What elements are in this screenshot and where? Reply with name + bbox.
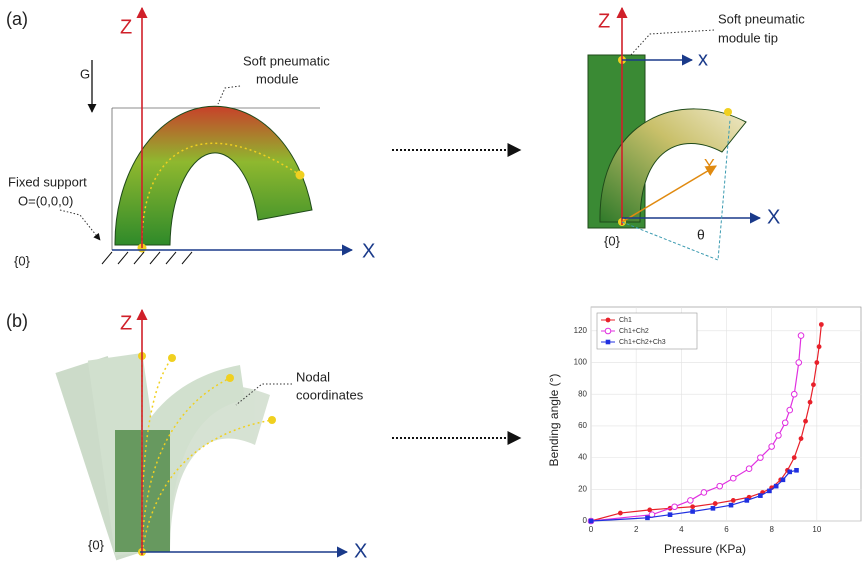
y-tick-label: 20 bbox=[578, 484, 587, 493]
axis-label: X bbox=[362, 240, 375, 262]
marker bbox=[589, 519, 594, 524]
y-axis-label: Bending angle (°) bbox=[547, 374, 561, 467]
soft-module bbox=[115, 106, 312, 245]
marker bbox=[645, 516, 650, 521]
marker bbox=[819, 322, 824, 327]
marker bbox=[730, 475, 736, 481]
marker bbox=[606, 340, 611, 345]
panel-a: (a) Z G Soft pneumatic module Fixed supp… bbox=[6, 8, 520, 268]
annotation: Soft pneumatic bbox=[718, 11, 805, 26]
annotation: module bbox=[256, 71, 299, 86]
y-tick-label: 0 bbox=[583, 516, 588, 525]
marker bbox=[776, 433, 782, 439]
x-tick-label: 0 bbox=[589, 525, 594, 534]
marker bbox=[745, 498, 750, 503]
marker bbox=[731, 498, 736, 503]
marker bbox=[803, 419, 808, 424]
figure: (a) Z G Soft pneumatic module Fixed supp… bbox=[0, 0, 862, 563]
axis-label: Z bbox=[120, 16, 132, 38]
marker bbox=[701, 490, 707, 496]
x-tick-label: 8 bbox=[769, 525, 774, 534]
frame-label: {0} bbox=[88, 537, 105, 552]
marker bbox=[811, 382, 816, 387]
marker bbox=[781, 478, 786, 483]
node bbox=[296, 171, 305, 180]
marker bbox=[808, 400, 813, 405]
marker bbox=[758, 455, 764, 461]
marker bbox=[798, 333, 804, 339]
marker bbox=[690, 509, 695, 514]
marker bbox=[668, 512, 673, 517]
gravity-label: G bbox=[80, 66, 90, 81]
panel-b: (b) Z X {0} Nodal coordinates bbox=[6, 310, 520, 562]
x-tick-label: 10 bbox=[812, 525, 821, 534]
annotation: coordinates bbox=[296, 387, 364, 402]
marker bbox=[774, 484, 779, 489]
marker bbox=[787, 407, 793, 413]
marker bbox=[618, 511, 623, 516]
y-tick-label: 120 bbox=[574, 326, 588, 335]
frame-label: {0} bbox=[604, 233, 621, 248]
marker bbox=[817, 344, 822, 349]
legend-label: Ch1 bbox=[619, 317, 632, 324]
panel-a-right: Z x Soft pneumatic module tip Y X {0} θ bbox=[588, 8, 805, 260]
marker bbox=[605, 328, 611, 334]
node bbox=[724, 108, 732, 116]
axis-label: X bbox=[767, 206, 780, 228]
x-tick-label: 2 bbox=[634, 525, 639, 534]
annotation: Soft pneumatic bbox=[243, 53, 330, 68]
x-tick-label: 4 bbox=[679, 525, 684, 534]
angle-label: θ bbox=[697, 227, 705, 243]
axis-label: X bbox=[354, 540, 367, 562]
marker bbox=[791, 391, 797, 397]
legend-label: Ch1+Ch2 bbox=[619, 328, 649, 335]
marker bbox=[794, 468, 799, 473]
marker bbox=[799, 436, 804, 441]
marker bbox=[717, 483, 723, 489]
y-tick-label: 60 bbox=[578, 421, 587, 430]
marker bbox=[746, 466, 752, 472]
panel-label: (b) bbox=[6, 311, 28, 331]
marker bbox=[782, 420, 788, 426]
leader bbox=[218, 86, 240, 104]
y-tick-label: 100 bbox=[574, 358, 588, 367]
annotation: Fixed support bbox=[8, 174, 87, 189]
marker bbox=[672, 504, 678, 510]
axis-label: Z bbox=[598, 10, 610, 32]
leader bbox=[60, 210, 100, 240]
marker bbox=[729, 503, 734, 508]
y-tick-label: 40 bbox=[578, 453, 587, 462]
marker bbox=[787, 470, 792, 475]
y-tick-label: 80 bbox=[578, 389, 587, 398]
axis-label: Y bbox=[704, 157, 715, 174]
annotation: O=(0,0,0) bbox=[18, 193, 73, 208]
marker bbox=[769, 444, 775, 450]
x-tick-label: 6 bbox=[724, 525, 729, 534]
frame-label: {0} bbox=[14, 253, 31, 268]
axis-label: Z bbox=[120, 312, 132, 334]
marker bbox=[606, 318, 611, 323]
annotation: module tip bbox=[718, 30, 778, 45]
hatching bbox=[102, 252, 192, 264]
marker bbox=[690, 504, 695, 509]
marker bbox=[688, 498, 694, 504]
marker bbox=[758, 493, 763, 498]
x-axis-label: Pressure (KPa) bbox=[664, 542, 746, 556]
marker bbox=[796, 360, 802, 366]
panel-label: (a) bbox=[6, 9, 28, 29]
marker bbox=[713, 501, 718, 506]
marker bbox=[792, 455, 797, 460]
marker bbox=[767, 489, 772, 494]
axis-label: x bbox=[698, 48, 708, 70]
marker bbox=[711, 506, 716, 511]
annotation: Nodal bbox=[296, 369, 330, 384]
chart: Bending angle (°) Pressure (KPa) 0204060… bbox=[547, 307, 862, 556]
legend-label: Ch1+Ch2+Ch3 bbox=[619, 339, 666, 346]
marker bbox=[814, 360, 819, 365]
